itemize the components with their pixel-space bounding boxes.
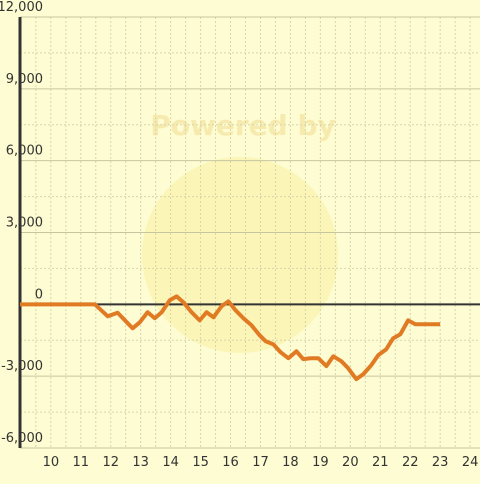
x-tick-label: 14 [162,455,179,470]
y-tick-label: 3,000 [6,216,43,231]
y-tick-label: 0 [35,287,43,302]
x-tick-label: 16 [222,455,239,470]
watermark: Powered by [150,109,336,142]
x-tick-label: 23 [432,455,449,470]
x-tick-label: 13 [132,455,149,470]
watermark-logo [142,157,338,353]
y-tick-label: -6,000 [1,431,43,446]
y-tick-label: 6,000 [6,144,43,159]
x-tick-label: 11 [73,455,90,470]
x-tick-label: 10 [43,455,60,470]
x-tick-label: 18 [282,455,299,470]
x-tick-label: 15 [192,455,209,470]
x-tick-label: 22 [402,455,419,470]
x-tick-label: 21 [372,455,389,470]
x-tick-label: 12 [102,455,119,470]
x-tick-label: 20 [342,455,359,470]
y-tick-label: -3,000 [1,359,43,374]
y-tick-label: 12,000 [0,0,43,15]
data-line [20,294,441,382]
x-tick-label: 19 [312,455,329,470]
y-tick-label: 9,000 [6,72,43,87]
x-tick-label: 17 [252,455,269,470]
x-tick-label: 24 [462,455,479,470]
